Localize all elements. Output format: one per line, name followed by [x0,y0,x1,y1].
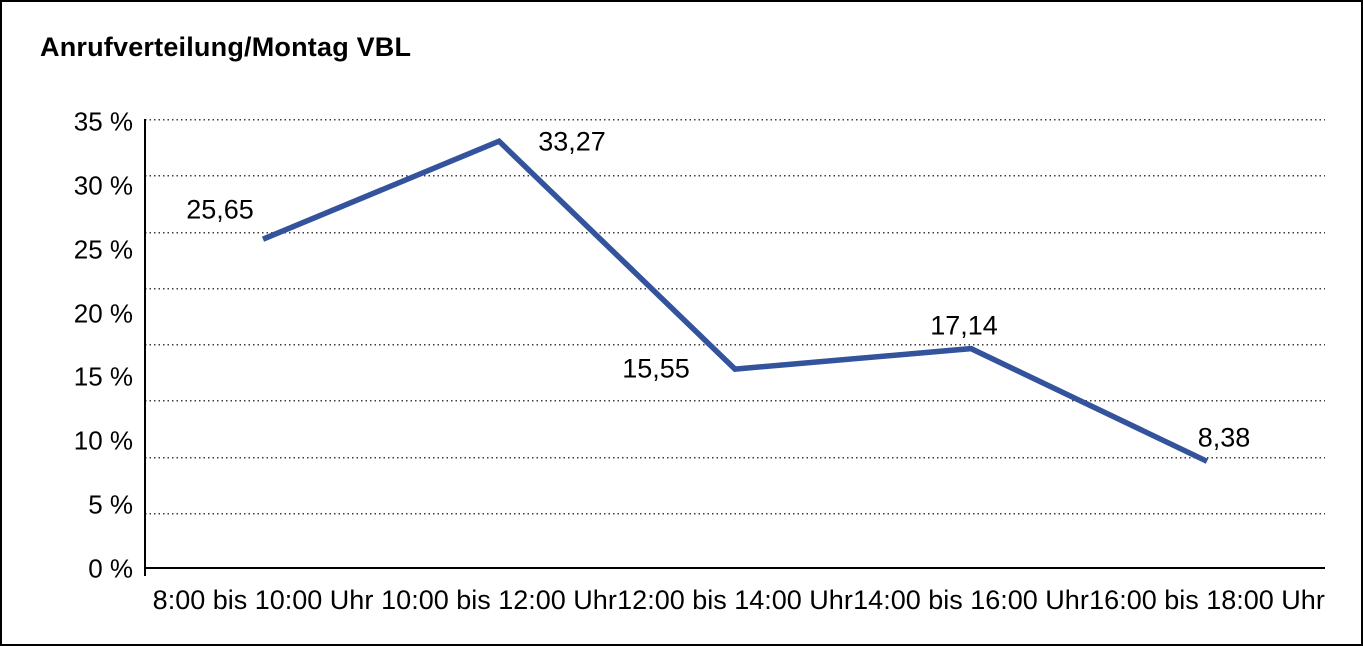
gridline [145,231,1325,234]
data-polyline [261,137,1209,464]
x-axis-category-label: 8:00 bis 10:00 Uhr [152,585,374,615]
data-point-label: 17,14 [930,310,998,341]
x-axis-category-label: 16:00 bis 18:00 Uhr [1089,585,1325,615]
gridline [145,175,1325,178]
line-series [261,137,1209,464]
y-axis-tick-label: 10 % [73,425,133,456]
gridline [145,512,1325,515]
y-axis-tick-label: 5 % [88,489,133,520]
gridline [145,456,1325,459]
data-point-label: 15,55 [622,353,690,384]
y-axis-tick-label: 35 % [73,106,133,137]
gridline [145,344,1325,346]
y-axis-tick-label: 15 % [73,361,133,392]
chart-title: Anrufverteilung/Montag VBL [40,32,412,62]
y-axis-tick-label: 0 % [88,553,133,584]
data-point-label: 25,65 [186,194,254,225]
x-axis-line [145,567,1325,569]
x-axis-category-label: 12:00 bis 14:00 Uhr [617,585,853,615]
gridline [145,400,1325,403]
y-axis-tick-label: 20 % [73,298,133,329]
gridline [145,119,1325,121]
y-axis-tick-label: 25 % [73,234,133,265]
plot-area [145,119,1325,569]
gridline [145,287,1325,290]
y-axis-line [144,119,146,576]
y-axis-tick-label: 30 % [73,170,133,201]
x-axis-category-label: 10:00 bis 12:00 Uhr [381,585,617,615]
data-point-label: 8,38 [1197,422,1251,453]
x-axis-category-label: 14:00 bis 16:00 Uhr [853,585,1089,615]
data-point-label: 33,27 [538,126,606,157]
